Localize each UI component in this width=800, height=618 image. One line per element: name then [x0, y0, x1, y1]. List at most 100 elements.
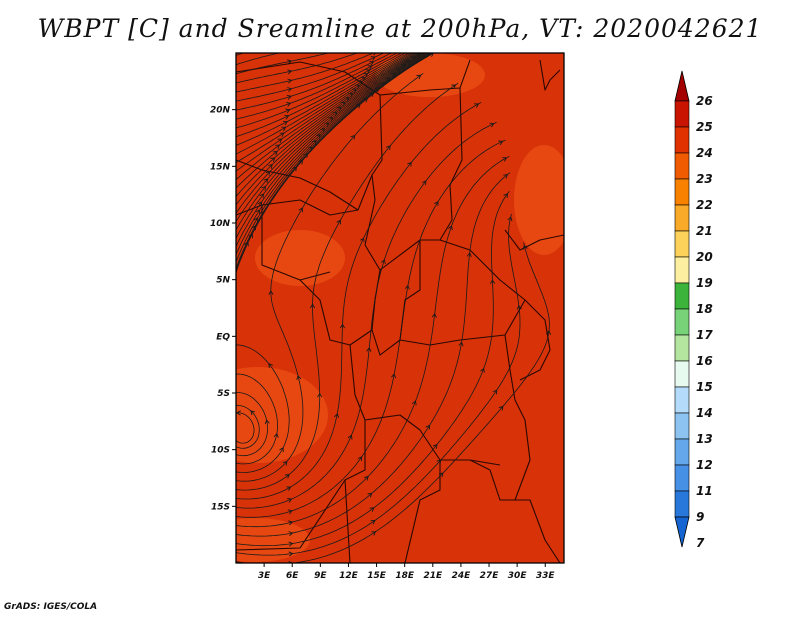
- streamline-arrow: [279, 447, 284, 453]
- streamline-arrow: [370, 520, 376, 525]
- lat-tick-label: 10S: [211, 446, 230, 456]
- lat-tick-label: 15S: [211, 502, 230, 512]
- warm-patch: [236, 367, 328, 463]
- colorbar-swatch: [674, 464, 690, 492]
- longitude-axis: 3E 6E 9E 12E 15E 18E 21E 24E 27E 30E 33E: [258, 563, 556, 581]
- lon-tick-label: 9E: [314, 571, 327, 581]
- colorbar-swatch: [674, 412, 690, 440]
- streamline-arrow: [244, 241, 249, 247]
- streamline-arrow: [503, 174, 509, 179]
- streamline-arrow: [268, 163, 273, 169]
- country-border: [261, 205, 331, 281]
- streamline-arrow: [298, 207, 303, 213]
- colorbar-swatch: [674, 490, 690, 518]
- streamline-arrow: [257, 201, 263, 207]
- colorbar-label: 11: [696, 484, 713, 498]
- lat-tick-label: 10N: [210, 219, 231, 229]
- lat-tick-label: 15N: [210, 162, 231, 172]
- streamline-arrow: [261, 185, 267, 191]
- streamline: [236, 53, 425, 214]
- streamline: [236, 53, 422, 198]
- streamline-arrow: [436, 459, 442, 465]
- streamline-arrow: [489, 122, 495, 128]
- streamline-arrow: [380, 258, 386, 265]
- streamline-arrow: [350, 134, 356, 140]
- streamline-arrow: [288, 531, 294, 537]
- streamline-arrow: [391, 373, 397, 379]
- streamline: [236, 53, 434, 264]
- colorbar-label: 25: [696, 120, 713, 134]
- streamline-arrow: [366, 347, 372, 352]
- streamline-arrow: [357, 456, 363, 462]
- streamline: [236, 53, 413, 155]
- country-border: [439, 87, 463, 241]
- colorbar-label: 18: [696, 302, 713, 316]
- lon-tick-label: 6E: [286, 571, 299, 581]
- streamline-arrow: [474, 103, 480, 108]
- colorbar-label: 13: [696, 432, 713, 446]
- colorbar-label: 15: [696, 380, 713, 394]
- streamline-arrow: [281, 126, 287, 132]
- streamline: [236, 412, 255, 444]
- streamline: [236, 190, 510, 547]
- country-border: [539, 59, 561, 91]
- lon-tick-label: 33E: [536, 571, 556, 581]
- colorbar-swatch: [674, 360, 690, 388]
- streamline-arrow: [292, 166, 298, 172]
- streamline-arrow: [363, 73, 369, 78]
- streamline-arrow: [296, 375, 302, 381]
- country-border: [349, 344, 501, 466]
- streamline-arrow: [451, 84, 457, 89]
- streamline: [236, 139, 506, 518]
- streamline-arrow: [287, 69, 293, 75]
- streamline-arrow: [355, 103, 361, 109]
- streamline: [236, 82, 459, 491]
- streamline-arrow: [288, 560, 294, 563]
- streamline: [236, 53, 431, 248]
- streamline-arrow: [284, 114, 290, 120]
- country-border: [236, 159, 373, 211]
- streamline: [236, 53, 427, 223]
- colorbar-label: 26: [696, 94, 713, 108]
- streamline-arrow: [287, 509, 293, 515]
- streamline-arrow: [287, 59, 293, 65]
- streamline-arrow: [498, 140, 504, 146]
- streamline-arrow: [421, 180, 427, 186]
- colorbar-label: 19: [696, 276, 713, 290]
- warm-patch: [255, 230, 345, 286]
- streamline-arrow: [287, 87, 293, 93]
- streamline-arrow: [277, 138, 283, 143]
- lat-tick-label: 20N: [210, 106, 231, 116]
- colorbar-label: 20: [696, 250, 713, 264]
- streamline-arrow: [286, 94, 292, 100]
- streamline: [236, 53, 407, 138]
- colorbar-swatch: [674, 516, 690, 548]
- colorbar-label: 24: [696, 146, 713, 160]
- lon-tick-label: 12E: [339, 571, 359, 581]
- streamline-arrow: [404, 284, 410, 290]
- streamline: [236, 155, 510, 528]
- streamline-arrow: [386, 145, 391, 151]
- country-border: [469, 459, 561, 563]
- lon-tick-label: 30E: [508, 571, 528, 581]
- streamline-arrow: [367, 65, 373, 70]
- streamline-arrow: [359, 237, 365, 243]
- grads-credit: GrADS: IGES/COLA: [4, 602, 98, 612]
- streamline-arrow: [287, 498, 293, 503]
- lon-tick-label: 18E: [395, 571, 415, 581]
- country-border: [236, 479, 346, 551]
- lat-tick-label: EQ: [216, 332, 230, 342]
- streamline-arrow: [373, 53, 376, 56]
- streamline-arrow: [339, 323, 345, 329]
- streamline-arrow: [407, 161, 412, 167]
- streamline-arrow: [264, 419, 270, 425]
- colorbar-label: 14: [696, 406, 713, 420]
- colorbar-label: 21: [696, 224, 713, 238]
- country-border: [379, 239, 526, 301]
- map-frame: [235, 52, 565, 564]
- streamline-arrow: [253, 217, 259, 223]
- streamline: [236, 392, 269, 457]
- streamline: [236, 53, 375, 93]
- streamline-arrow: [466, 252, 472, 258]
- country-border: [504, 229, 564, 251]
